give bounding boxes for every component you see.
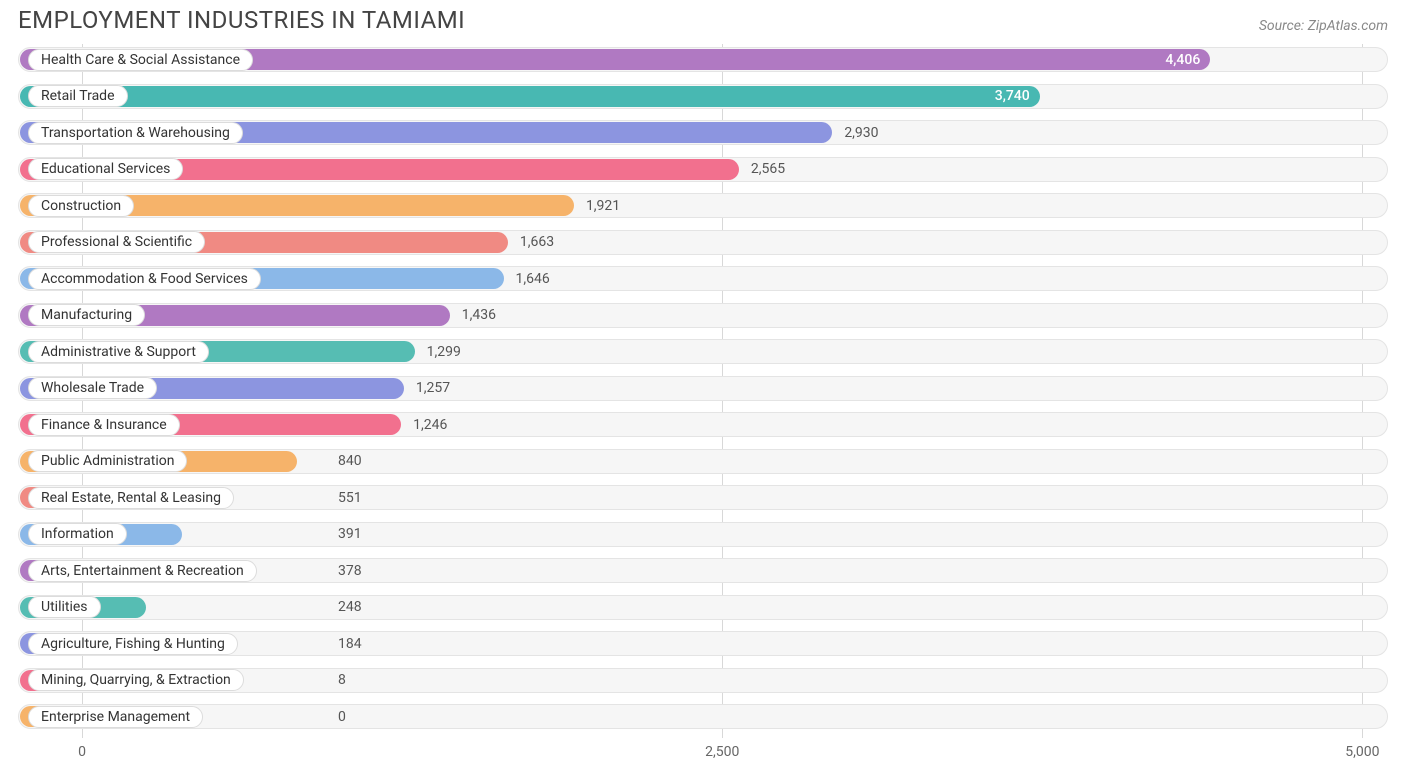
chart-header: EMPLOYMENT INDUSTRIES IN TAMIAMI Source:… bbox=[0, 0, 1406, 44]
bar-category-pill: Arts, Entertainment & Recreation bbox=[28, 560, 257, 582]
bar-category-pill: Construction bbox=[28, 195, 134, 217]
bar-value-label: 2,565 bbox=[751, 161, 785, 177]
bar-row: Retail Trade 3,740 bbox=[18, 81, 1388, 112]
x-tick-label: 5,000 bbox=[1345, 744, 1379, 760]
bar-row: Utilities 248 bbox=[18, 592, 1388, 623]
bar-value-label: 1,921 bbox=[586, 198, 620, 214]
bar-category-pill: Administrative & Support bbox=[28, 341, 209, 363]
bar-value-label: 0 bbox=[338, 709, 346, 725]
bar-row: Health Care & Social Assistance 4,406 bbox=[18, 44, 1388, 75]
chart-source: Source: ZipAtlas.com bbox=[1259, 18, 1388, 34]
chart-title: EMPLOYMENT INDUSTRIES IN TAMIAMI bbox=[18, 6, 465, 34]
bar-row: Agriculture, Fishing & Hunting 184 bbox=[18, 628, 1388, 659]
bar-category-pill: Finance & Insurance bbox=[28, 414, 180, 436]
bar-value-label: 2,930 bbox=[844, 125, 878, 141]
x-tick-label: 0 bbox=[78, 744, 86, 760]
bar-value-label: 1,246 bbox=[413, 417, 447, 433]
bar-category-pill: Educational Services bbox=[28, 158, 183, 180]
bar-fill bbox=[20, 86, 1040, 107]
bar-category-pill: Agriculture, Fishing & Hunting bbox=[28, 633, 238, 655]
bar-value-label: 8 bbox=[338, 672, 346, 688]
bar-value-label: 184 bbox=[338, 636, 362, 652]
bar-row: Real Estate, Rental & Leasing 551 bbox=[18, 482, 1388, 513]
bar-row: Wholesale Trade 1,257 bbox=[18, 373, 1388, 404]
bars-container: Health Care & Social Assistance 4,406 Reta… bbox=[18, 44, 1388, 738]
bar-track bbox=[18, 704, 1388, 729]
bar-value-label: 551 bbox=[338, 490, 362, 506]
bar-row: Educational Services 2,565 bbox=[18, 154, 1388, 185]
bar-category-pill: Retail Trade bbox=[28, 85, 128, 107]
bar-value-label: 1,436 bbox=[462, 307, 496, 323]
bar-category-pill: Health Care & Social Assistance bbox=[28, 49, 253, 71]
bar-row: Administrative & Support 1,299 bbox=[18, 336, 1388, 367]
x-axis: 0 2,500 5,000 bbox=[18, 738, 1388, 766]
bar-row: Construction 1,921 bbox=[18, 190, 1388, 221]
bar-category-pill: Utilities bbox=[28, 596, 101, 618]
bar-category-pill: Accommodation & Food Services bbox=[28, 268, 261, 290]
bar-value-label: 248 bbox=[338, 599, 362, 615]
bar-row: Accommodation & Food Services 1,646 bbox=[18, 263, 1388, 294]
bar-row: Information 391 bbox=[18, 519, 1388, 550]
bar-value-label: 3,740 bbox=[995, 88, 1030, 104]
bar-row: Transportation & Warehousing 2,930 bbox=[18, 117, 1388, 148]
bar-value-label: 1,663 bbox=[520, 234, 554, 250]
bar-row: Professional & Scientific 1,663 bbox=[18, 227, 1388, 258]
bar-value-label: 840 bbox=[338, 453, 362, 469]
bar-category-pill: Wholesale Trade bbox=[28, 377, 157, 399]
bar-row: Public Administration 840 bbox=[18, 446, 1388, 477]
source-name: ZipAtlas.com bbox=[1308, 18, 1388, 34]
bar-row: Arts, Entertainment & Recreation 378 bbox=[18, 555, 1388, 586]
bar-row: Manufacturing 1,436 bbox=[18, 300, 1388, 331]
bar-category-pill: Mining, Quarrying, & Extraction bbox=[28, 669, 244, 691]
bar-category-pill: Enterprise Management bbox=[28, 706, 203, 728]
bar-row: Mining, Quarrying, & Extraction 8 bbox=[18, 665, 1388, 696]
bar-value-label: 4,406 bbox=[1165, 52, 1200, 68]
bar-row: Finance & Insurance 1,246 bbox=[18, 409, 1388, 440]
bar-category-pill: Transportation & Warehousing bbox=[28, 122, 243, 144]
bar-category-pill: Public Administration bbox=[28, 450, 187, 472]
bar-track bbox=[18, 595, 1388, 620]
bar-row: Enterprise Management 0 bbox=[18, 701, 1388, 732]
bar-value-label: 1,257 bbox=[416, 380, 450, 396]
bar-value-label: 1,646 bbox=[516, 271, 550, 287]
chart-plot-area: Health Care & Social Assistance 4,406 Reta… bbox=[0, 44, 1406, 738]
source-prefix: Source: bbox=[1259, 18, 1308, 34]
bar-category-pill: Real Estate, Rental & Leasing bbox=[28, 487, 234, 509]
bar-category-pill: Manufacturing bbox=[28, 304, 145, 326]
bar-value-label: 391 bbox=[338, 526, 362, 542]
bar-category-pill: Professional & Scientific bbox=[28, 231, 205, 253]
bar-category-pill: Information bbox=[28, 523, 127, 545]
x-tick-label: 2,500 bbox=[705, 744, 739, 760]
bar-track bbox=[18, 522, 1388, 547]
bar-value-label: 378 bbox=[338, 563, 362, 579]
bar-value-label: 1,299 bbox=[427, 344, 461, 360]
